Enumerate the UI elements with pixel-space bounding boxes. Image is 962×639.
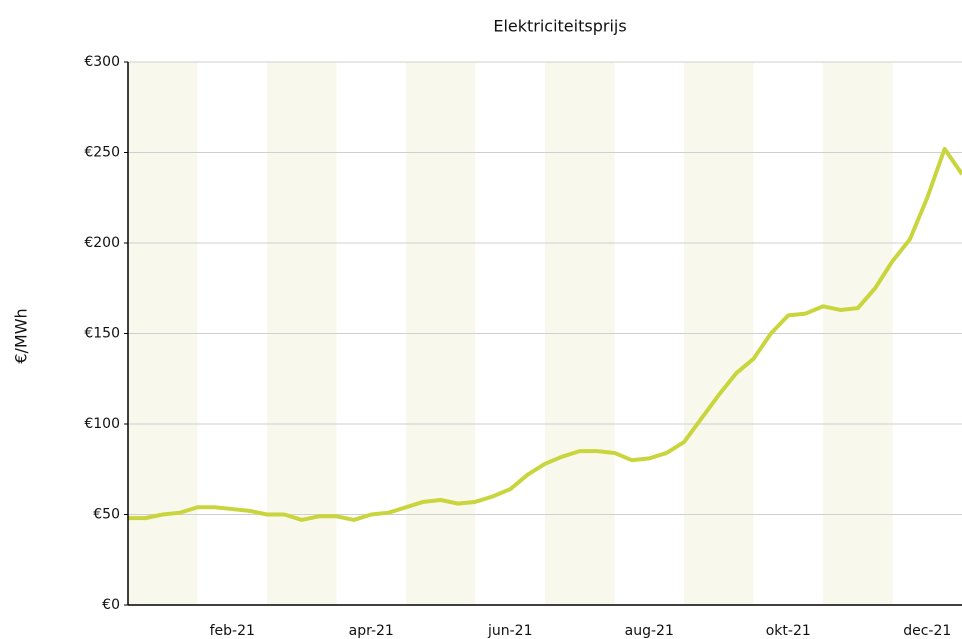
- x-tick-label: okt-21: [766, 623, 811, 639]
- y-tick-label: €50: [93, 507, 120, 523]
- y-tick-label: €100: [84, 416, 120, 432]
- x-tick-label: aug-21: [625, 623, 674, 639]
- y-tick-label: €250: [84, 145, 120, 161]
- y-tick-label: €300: [84, 54, 120, 70]
- y-tick-label: €0: [102, 597, 120, 613]
- y-axis-label: €/MWh: [12, 308, 31, 363]
- x-tick-label: jun-21: [487, 623, 533, 639]
- x-tick-label: apr-21: [349, 623, 394, 639]
- x-tick-label: dec-21: [903, 623, 951, 639]
- y-tick-label: €150: [84, 326, 120, 342]
- x-tick-label: feb-21: [210, 623, 255, 639]
- y-tick-label: €200: [84, 235, 120, 251]
- chart-title: Elektriciteitsprijs: [493, 17, 626, 36]
- price-line: [128, 146, 962, 522]
